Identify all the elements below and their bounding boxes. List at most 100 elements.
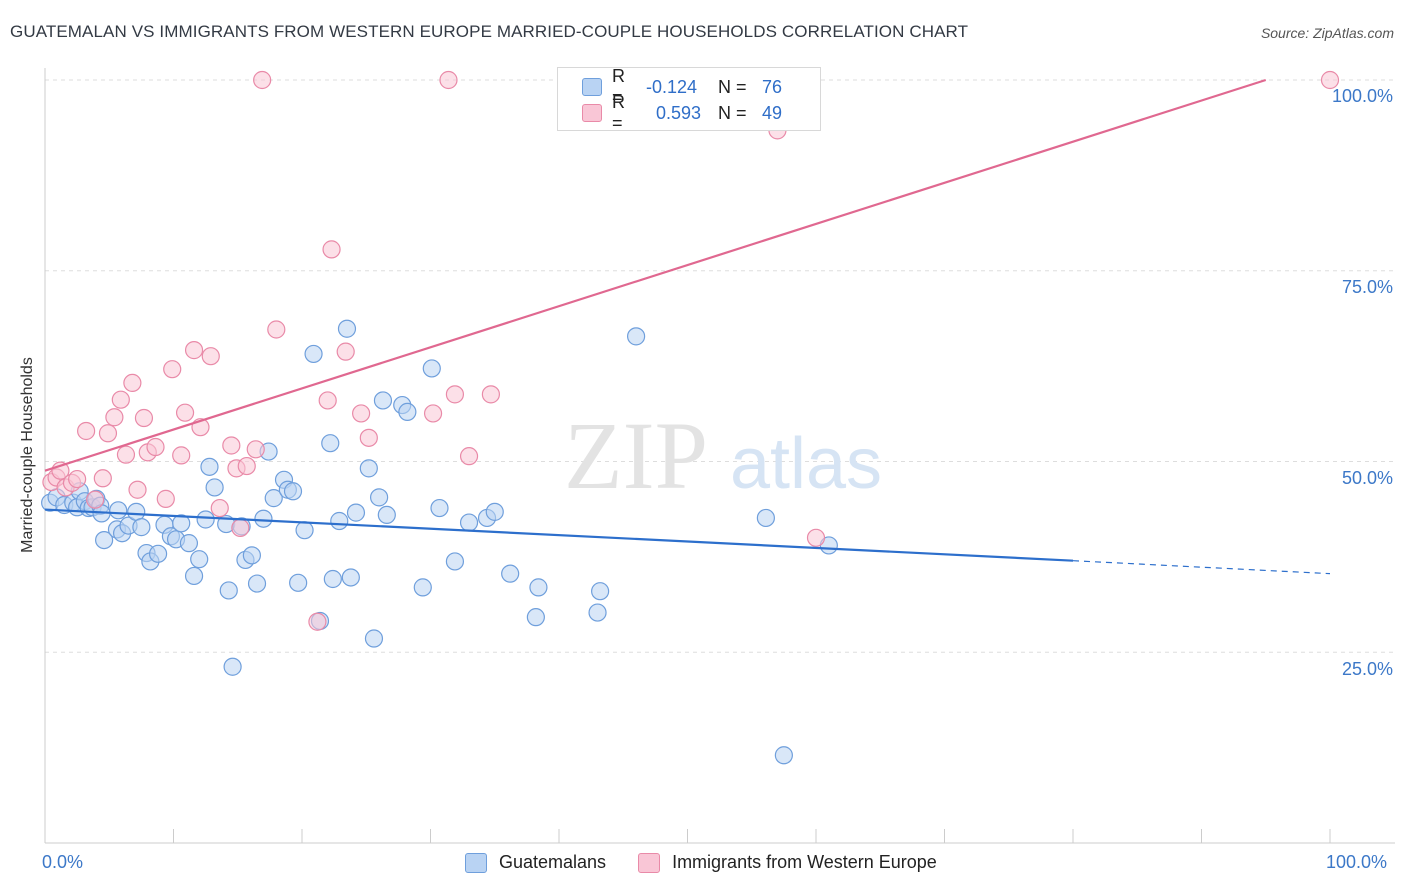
western-europe-point <box>116 445 136 464</box>
y-tick-label-100: 100.0% <box>1331 86 1393 106</box>
legend-n-value: 76 <box>762 76 783 97</box>
guatemalan-point <box>321 434 340 453</box>
x-tick-label-min: 0.0% <box>42 852 84 872</box>
guatemalan-point <box>254 509 273 528</box>
guatemalan-point <box>359 459 378 478</box>
guatemalan-point <box>323 569 342 589</box>
legend-item-western-europe: Immigrants from Western Europe <box>638 852 937 873</box>
legend-r-value: -0.124 <box>646 76 698 97</box>
western-europe-point <box>459 447 479 466</box>
axes <box>44 68 1395 844</box>
guatemalan-point <box>95 530 114 550</box>
western-europe-point <box>336 342 355 361</box>
guatemalan-point <box>330 511 349 531</box>
western-europe-point <box>253 70 272 90</box>
western-europe-point <box>128 480 147 499</box>
source-credit: Source: ZipAtlas.com <box>1260 25 1394 41</box>
trend-lines <box>44 78 1331 575</box>
western-europe-point <box>246 440 265 459</box>
chart-title: GUATEMALAN VS IMMIGRANTS FROM WESTERN EU… <box>10 22 969 41</box>
guatemalan-point <box>501 564 520 583</box>
guatemalan-point <box>295 521 314 540</box>
western-europe-trend-line <box>44 78 1267 472</box>
legend-item-guatemalans: Guatemalans <box>465 852 606 873</box>
western-europe-point <box>318 391 337 410</box>
x-tick-label-max: 100.0% <box>1326 852 1388 872</box>
western-europe-point <box>806 528 826 547</box>
western-europe-point <box>308 612 327 631</box>
legend-swatch-blue <box>582 78 602 96</box>
guatemalan-point <box>526 608 545 627</box>
guatemalan-point <box>626 327 646 346</box>
guatemalan-point <box>283 482 303 501</box>
guatemalan-point <box>304 344 323 364</box>
legend-n-label: N = <box>718 102 747 123</box>
guatemalan-point <box>205 478 224 497</box>
guatemalan-point <box>430 498 449 518</box>
western-europe-point <box>77 421 96 441</box>
guatemalan-point <box>588 603 607 622</box>
guatemalan-point <box>172 514 191 533</box>
guatemalan-point <box>196 510 215 529</box>
guatemalan-point <box>445 552 465 571</box>
series-legend: Guatemalans Immigrants from Western Euro… <box>465 852 969 873</box>
western-europe-point <box>134 408 154 428</box>
guatemalan-point <box>132 518 151 537</box>
western-europe-point <box>445 385 465 404</box>
guatemalan-trend-extension <box>1072 560 1331 575</box>
legend-row-western-europe: R = 0.593 N = 49 <box>582 92 782 133</box>
legend-label-guatemalans: Guatemalans <box>499 852 607 872</box>
y-tick-label-50: 50.0% <box>1341 468 1393 488</box>
guatemalan-point <box>422 359 441 378</box>
guatemalan-point <box>346 503 366 522</box>
watermark-atlas: atlas <box>730 424 882 504</box>
legend-row-guatemalans: R = -0.124 N = 76 <box>582 66 783 107</box>
guatemalan-point <box>109 501 128 520</box>
western-europe-point <box>123 373 142 393</box>
western-europe-point <box>267 320 286 339</box>
guatemalan-point <box>148 544 168 563</box>
legend-r-label: R = <box>612 66 625 107</box>
guatemalan-trend-line <box>44 508 1074 562</box>
guatemalan-point <box>591 582 610 601</box>
y-tick-label-25: 25.0% <box>1341 659 1393 679</box>
guatemalan-point <box>377 505 396 525</box>
guatemalan-point <box>200 457 219 476</box>
western-europe-point <box>93 469 112 488</box>
guatemalan-point <box>219 581 238 600</box>
legend-swatch-pink <box>638 852 661 873</box>
guatemalan-point <box>184 566 204 586</box>
western-europe-point <box>184 341 204 360</box>
western-europe-point <box>423 404 443 423</box>
western-europe-point <box>222 436 241 455</box>
guatemalan-point <box>459 513 479 532</box>
western-europe-point <box>1320 70 1340 90</box>
western-europe-point <box>98 424 118 443</box>
guatemalan-point <box>485 502 504 521</box>
guatemalan-point <box>179 534 199 553</box>
western-europe-point <box>156 489 175 508</box>
legend-n-label: N = <box>718 76 747 97</box>
western-europe-point <box>481 385 500 404</box>
guatemalan-point <box>289 573 308 592</box>
legend-swatch-pink <box>582 104 602 122</box>
western-europe-point <box>86 490 105 509</box>
guatemalan-point <box>370 488 389 507</box>
guatemalan-point <box>242 546 261 565</box>
guatemalan-point <box>247 574 267 593</box>
guatemalan-point <box>364 629 384 648</box>
western-europe-point <box>352 404 371 423</box>
western-europe-point <box>68 469 87 489</box>
guatemalan-point <box>398 402 417 422</box>
western-europe-point <box>163 360 182 379</box>
legend-swatch-blue <box>465 852 487 873</box>
legend-r-value: 0.593 <box>656 102 702 123</box>
guatemalan-point <box>337 319 357 338</box>
watermark: ZIP atlas <box>564 402 882 509</box>
western-europe-point <box>237 456 256 476</box>
legend-label-western-europe: Immigrants from Western Europe <box>672 852 937 872</box>
legend-r-label: R = <box>612 92 625 133</box>
guatemalan-point <box>373 391 393 410</box>
guatemalan-point <box>223 657 242 676</box>
